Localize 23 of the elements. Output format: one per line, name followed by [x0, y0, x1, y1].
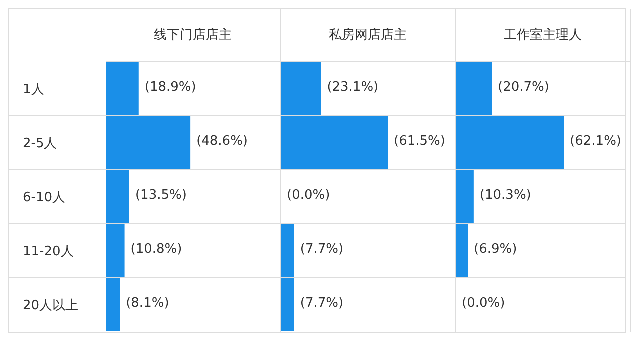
data-label: (7.7%) — [300, 242, 344, 258]
data-label: (10.3%) — [480, 188, 532, 204]
data-label: (48.6%) — [196, 134, 248, 150]
data-label: (10.8%) — [130, 242, 182, 258]
data-label: (20.7%) — [498, 80, 550, 96]
data-label: (13.5%) — [135, 188, 187, 204]
data-label: (62.1%) — [570, 134, 622, 150]
chart-title: 私房网店店主 — [281, 9, 455, 62]
data-label: (23.1%) — [327, 80, 379, 96]
data-label: (61.5%) — [394, 134, 446, 150]
y-tick-label: 2-5人 — [23, 136, 58, 152]
data-label: (6.9%) — [474, 242, 518, 258]
y-tick-label: 1人 — [23, 82, 44, 98]
data-label: (18.9%) — [144, 80, 196, 96]
chart-title: 工作室主理人 — [456, 9, 630, 62]
y-tick-label: 6-10人 — [23, 190, 66, 206]
data-label: (7.7%) — [300, 296, 344, 312]
data-label: (0.0%) — [287, 188, 330, 204]
data-label: (0.0%) — [462, 296, 506, 312]
chart-title: 线下门店店主 — [106, 9, 280, 62]
y-tick-label: 11-20人 — [23, 244, 74, 260]
data-label: (8.1%) — [126, 296, 170, 312]
y-tick-label: 20人以上 — [23, 298, 79, 314]
